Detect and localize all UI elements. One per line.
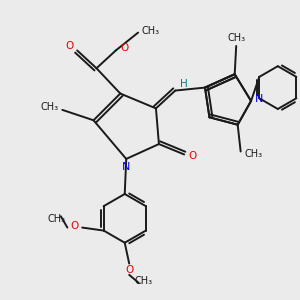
Text: O: O [125,265,133,275]
Text: CH₃: CH₃ [142,26,160,36]
Text: CH₃: CH₃ [244,149,262,160]
Text: O: O [120,43,128,53]
Text: O: O [66,41,74,51]
Text: O: O [188,151,196,161]
Text: CH₃: CH₃ [48,214,66,224]
Text: CH₃: CH₃ [227,33,245,43]
Text: CH₃: CH₃ [41,103,59,112]
Text: CH₃: CH₃ [135,276,153,286]
Text: O: O [70,221,78,231]
Text: N: N [122,162,130,172]
Text: N: N [255,94,264,103]
Text: H: H [180,79,188,89]
